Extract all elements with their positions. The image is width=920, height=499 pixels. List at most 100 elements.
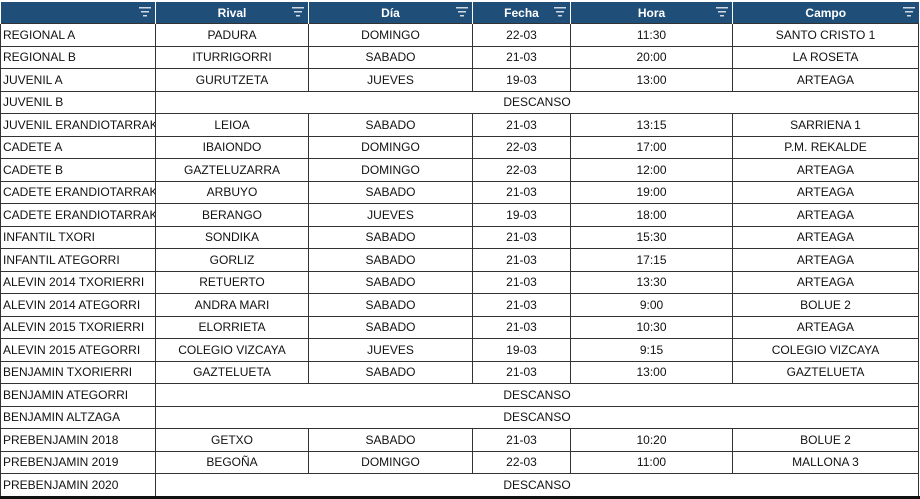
cell: SABADO [308,360,473,384]
cell: 21-03 [472,113,571,137]
team-cell: REGIONAL B [0,45,156,69]
filter-icon[interactable] [716,7,728,17]
cell: SANTO CRISTO 1 [732,23,919,47]
header-label: Hora [637,5,666,20]
cell: COLEGIO VIZCAYA [155,338,309,362]
filter-icon[interactable] [554,7,566,17]
cell: 21-03 [472,270,571,294]
team-cell: JUVENIL A [0,68,156,92]
cell: PADURA [155,23,309,47]
team-cell: PREBENJAMIN 2020 [0,473,156,497]
cell: ARTEAGA [732,180,919,204]
filter-icon[interactable] [292,7,304,17]
team-cell: CADETE ERANDIOTARRAK [0,180,156,204]
cell: SARRIENA 1 [732,113,919,137]
cell: 17:15 [570,248,733,272]
filter-icon[interactable] [456,7,468,17]
header-label: Rival [217,5,247,20]
cell: ARTEAGA [732,270,919,294]
table-row: JUVENIL A GURUTZETA JUEVES 19-03 13:00 ARTEAG… [0,68,919,92]
cell: SABADO [308,113,473,137]
cell: DESCANSO [155,405,919,429]
cell: ELORRIETA [155,315,309,339]
table-row: ALEVIN 2014 ATEGORRI ANDRA MARI SABADO 21-0… [0,293,919,317]
cell: 9:00 [570,293,733,317]
team-cell: ALEVIN 2014 TXORIERRI [0,270,156,294]
header-cell: Fecha [472,2,571,24]
header-row: Rival Día Fecha Hora Campo [0,2,919,24]
cell: 13:15 [570,113,733,137]
cell: 21-03 [472,45,571,69]
cell: P.M. REKALDE [732,135,919,159]
table-row: CADETE ERANDIOTARRAK BERANGO JUEVES 19-03 18… [0,203,919,227]
header-cell: Día [308,2,473,24]
cell: 10:20 [570,428,733,452]
table-row: REGIONAL A PADURA DOMINGO 22-03 11:30 SANTO C… [0,23,919,47]
cell: SABADO [308,293,473,317]
table-row: INFANTIL ATEGORRI GORLIZ SABADO 21-03 17:15 A… [0,248,919,272]
header-cell: Rival [155,2,309,24]
table-row: ALEVIN 2014 TXORIERRI RETUERTO SABADO 21-03… [0,270,919,294]
team-cell: CADETE B [0,158,156,182]
cell: 22-03 [472,135,571,159]
cell: ARTEAGA [732,158,919,182]
team-cell: CADETE ERANDIOTARRAK [0,203,156,227]
cell: DOMINGO [308,158,473,182]
table-row: BENJAMIN TXORIERRI GAZTELUETA SABADO 21-03 1… [0,360,919,384]
cell: 22-03 [472,23,571,47]
cell: 11:30 [570,23,733,47]
cell: DOMINGO [308,450,473,474]
cell: 21-03 [472,225,571,249]
cell: 13:30 [570,270,733,294]
cell: 15:30 [570,225,733,249]
header-label: Día [381,5,400,20]
cell: ARTEAGA [732,315,919,339]
header-cell: Campo [732,2,919,24]
cell: DESCANSO [155,90,919,114]
filter-icon[interactable] [139,7,151,17]
table-row: PREBENJAMIN 2018 GETXO SABADO 21-03 10:20 BOL… [0,428,919,452]
cell: 11:00 [570,450,733,474]
cell: BOLUE 2 [732,428,919,452]
cell: GAZTELUZARRA [155,158,309,182]
cell: 21-03 [472,248,571,272]
table-row: ALEVIN 2015 ATEGORRI COLEGIO VIZCAYA JUEVE… [0,338,919,362]
table-row: ALEVIN 2015 TXORIERRI ELORRIETA SABADO 21-0… [0,315,919,339]
cell: SONDIKA [155,225,309,249]
cell: 21-03 [472,180,571,204]
table-row: JUVENIL ERANDIOTARRAK LEIOA SABADO 21-03 13:… [0,113,919,137]
table-body: REGIONAL A PADURA DOMINGO 22-03 11:30 SANTO C… [0,23,919,497]
cell: GETXO [155,428,309,452]
cell: 13:00 [570,68,733,92]
filter-icon[interactable] [902,7,915,17]
cell: JUEVES [308,68,473,92]
table-row: CADETE ERANDIOTARRAK ARBUYO SABADO 21-03 19:… [0,180,919,204]
team-cell: JUVENIL B [0,90,156,114]
table-row: JUVENIL B DESCANSO [0,90,919,114]
cell: BEGOÑA [155,450,309,474]
cell: 18:00 [570,203,733,227]
cell: DOMINGO [308,23,473,47]
table-row: REGIONAL B ITURRIGORRI SABADO 21-03 20:00 LA … [0,45,919,69]
cell: 22-03 [472,450,571,474]
team-cell: BENJAMIN TXORIERRI [0,360,156,384]
team-cell: ALEVIN 2014 ATEGORRI [0,293,156,317]
cell: GAZTELUETA [732,360,919,384]
cell: 19-03 [472,203,571,227]
cell: 19:00 [570,180,733,204]
cell: RETUERTO [155,270,309,294]
header-label: Campo [805,5,847,20]
cell: COLEGIO VIZCAYA [732,338,919,362]
cell: IBAIONDO [155,135,309,159]
cell: SABADO [308,428,473,452]
cell: ARTEAGA [732,225,919,249]
team-cell: BENJAMIN ALTZAGA [0,405,156,429]
cell: ARBUYO [155,180,309,204]
cell: SABADO [308,180,473,204]
cell: ITURRIGORRI [155,45,309,69]
team-cell: INFANTIL TXORI [0,225,156,249]
team-cell: PREBENJAMIN 2018 [0,428,156,452]
team-cell: CADETE A [0,135,156,159]
